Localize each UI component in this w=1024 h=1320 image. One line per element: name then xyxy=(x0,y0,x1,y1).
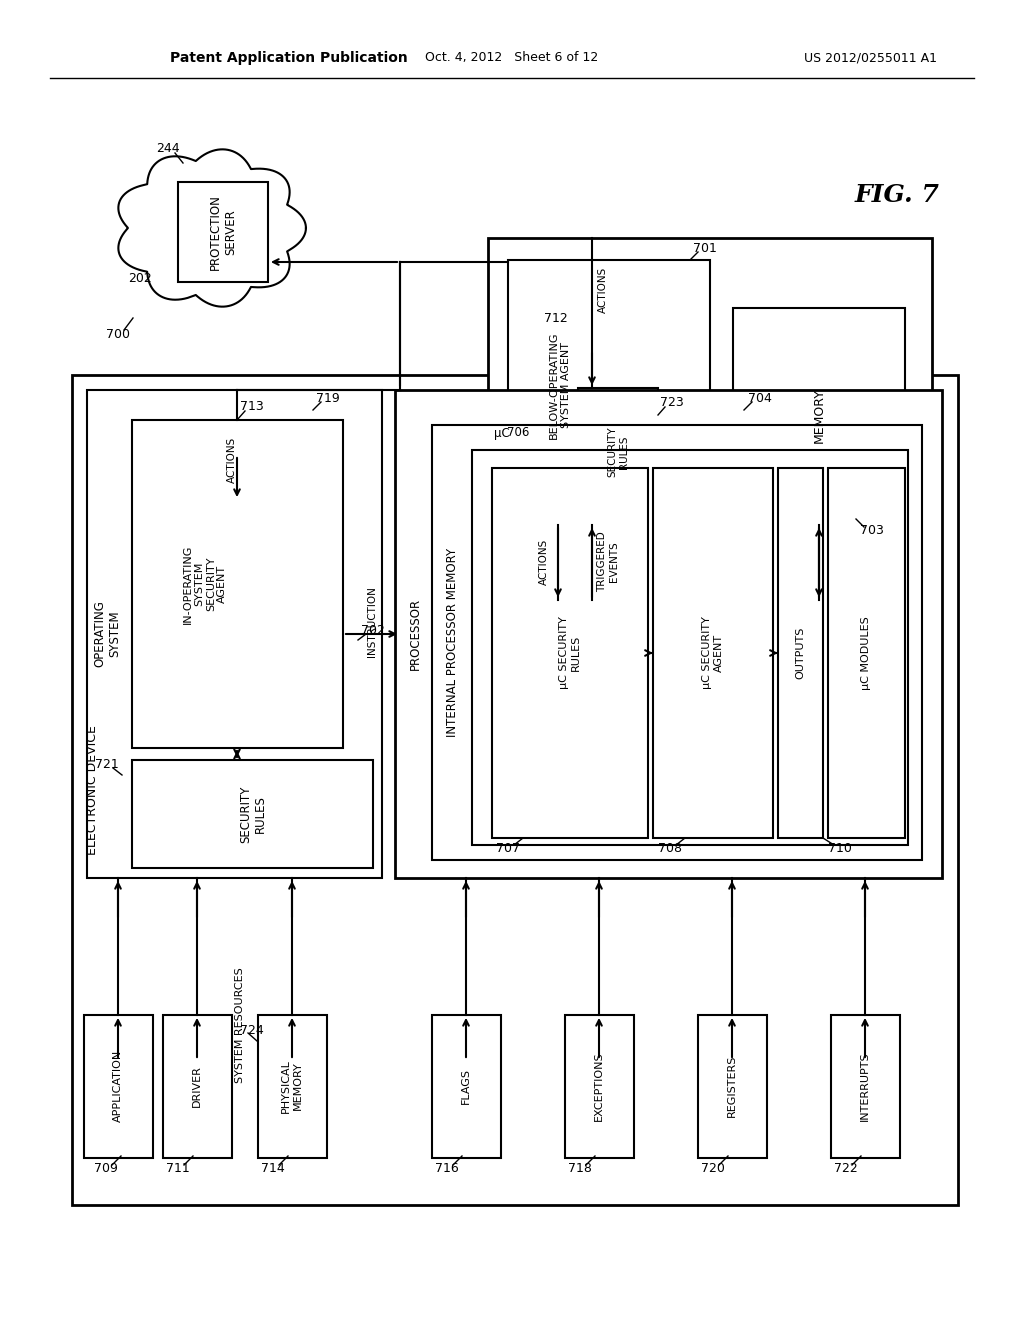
Text: 244: 244 xyxy=(157,141,180,154)
Bar xyxy=(258,1015,327,1158)
Bar xyxy=(395,389,942,878)
Text: TRIGGERED
EVENTS: TRIGGERED EVENTS xyxy=(597,532,618,593)
Text: 709: 709 xyxy=(94,1162,118,1175)
Bar xyxy=(132,760,373,869)
Text: 712: 712 xyxy=(544,312,568,325)
Text: INTERNAL PROCESSOR MEMORY: INTERNAL PROCESSOR MEMORY xyxy=(445,548,459,737)
Text: ACTIONS: ACTIONS xyxy=(598,267,608,313)
Bar xyxy=(733,308,905,525)
Text: μC: μC xyxy=(495,426,510,440)
Text: 718: 718 xyxy=(568,1162,592,1175)
Text: SYSTEM RESOURCES: SYSTEM RESOURCES xyxy=(234,968,245,1082)
Text: OUTPUTS: OUTPUTS xyxy=(795,627,805,680)
Bar xyxy=(432,425,922,861)
Bar xyxy=(488,238,932,535)
Text: 702: 702 xyxy=(361,623,385,636)
Text: 720: 720 xyxy=(701,1162,725,1175)
Text: 700: 700 xyxy=(106,329,130,342)
Text: PHYSICAL
MEMORY: PHYSICAL MEMORY xyxy=(282,1059,303,1113)
Bar xyxy=(84,1015,153,1158)
Bar xyxy=(831,1015,900,1158)
Text: 704: 704 xyxy=(749,392,772,404)
Text: 710: 710 xyxy=(828,842,852,854)
Bar xyxy=(72,375,958,1205)
Text: FLAGS: FLAGS xyxy=(461,1068,471,1104)
Text: MEMORY: MEMORY xyxy=(812,388,825,444)
Bar xyxy=(828,469,905,838)
Text: μC SECURITY
AGENT: μC SECURITY AGENT xyxy=(702,616,724,689)
Text: FIG. 7: FIG. 7 xyxy=(855,183,940,207)
Bar xyxy=(653,469,773,838)
Text: APPLICATION: APPLICATION xyxy=(113,1049,123,1122)
Text: IN-OPERATING
SYSTEM
SECURITY
AGENT: IN-OPERATING SYSTEM SECURITY AGENT xyxy=(182,544,227,623)
Text: US 2012/0255011 A1: US 2012/0255011 A1 xyxy=(804,51,937,65)
Bar xyxy=(432,1015,501,1158)
Bar xyxy=(472,450,908,845)
Text: 714: 714 xyxy=(261,1162,285,1175)
Text: 722: 722 xyxy=(835,1162,858,1175)
Bar xyxy=(492,469,648,838)
Text: OPERATING
SYSTEM: OPERATING SYSTEM xyxy=(93,601,121,668)
Text: 707: 707 xyxy=(496,842,520,854)
Text: Oct. 4, 2012   Sheet 6 of 12: Oct. 4, 2012 Sheet 6 of 12 xyxy=(425,51,599,65)
Bar xyxy=(778,469,823,838)
Text: μC SECURITY
RULES: μC SECURITY RULES xyxy=(559,616,581,689)
Text: DRIVER: DRIVER xyxy=(193,1065,202,1107)
Text: 202: 202 xyxy=(128,272,152,285)
Text: SECURITY
RULES: SECURITY RULES xyxy=(239,785,267,842)
Bar xyxy=(508,260,710,525)
Bar xyxy=(578,388,658,515)
Text: Patent Application Publication: Patent Application Publication xyxy=(170,51,408,65)
Bar xyxy=(87,389,382,878)
Text: INTERRUPTS: INTERRUPTS xyxy=(860,1051,870,1121)
Text: 723: 723 xyxy=(660,396,684,409)
Text: 708: 708 xyxy=(658,842,682,854)
Text: ACTIONS: ACTIONS xyxy=(227,437,237,483)
Text: SECURITY
RULES: SECURITY RULES xyxy=(607,426,629,478)
Text: ELECTRONIC DEVICE: ELECTRONIC DEVICE xyxy=(85,725,98,855)
Text: INSTRUCTION: INSTRUCTION xyxy=(367,586,377,657)
Text: 703: 703 xyxy=(860,524,884,536)
Bar xyxy=(565,1015,634,1158)
Text: μC MODULES: μC MODULES xyxy=(861,616,871,690)
Text: 719: 719 xyxy=(316,392,340,404)
Text: ACTIONS: ACTIONS xyxy=(539,539,549,585)
Text: BELOW-OPERATING
SYSTEM AGENT: BELOW-OPERATING SYSTEM AGENT xyxy=(549,331,570,438)
Text: 706: 706 xyxy=(507,426,529,440)
Text: 716: 716 xyxy=(435,1162,459,1175)
Bar xyxy=(698,1015,767,1158)
Text: EXCEPTIONS: EXCEPTIONS xyxy=(594,1051,604,1121)
Text: 701: 701 xyxy=(693,242,717,255)
Bar xyxy=(178,182,268,282)
Text: PROCESSOR: PROCESSOR xyxy=(409,598,422,671)
Text: 724: 724 xyxy=(240,1023,264,1036)
Text: 721: 721 xyxy=(95,759,119,771)
Text: REGISTERS: REGISTERS xyxy=(727,1055,737,1117)
Bar xyxy=(132,420,343,748)
Polygon shape xyxy=(119,149,306,306)
Text: 713: 713 xyxy=(240,400,264,413)
Text: 711: 711 xyxy=(166,1162,189,1175)
Text: PROTECTION
SERVER: PROTECTION SERVER xyxy=(209,194,237,269)
Bar xyxy=(163,1015,232,1158)
